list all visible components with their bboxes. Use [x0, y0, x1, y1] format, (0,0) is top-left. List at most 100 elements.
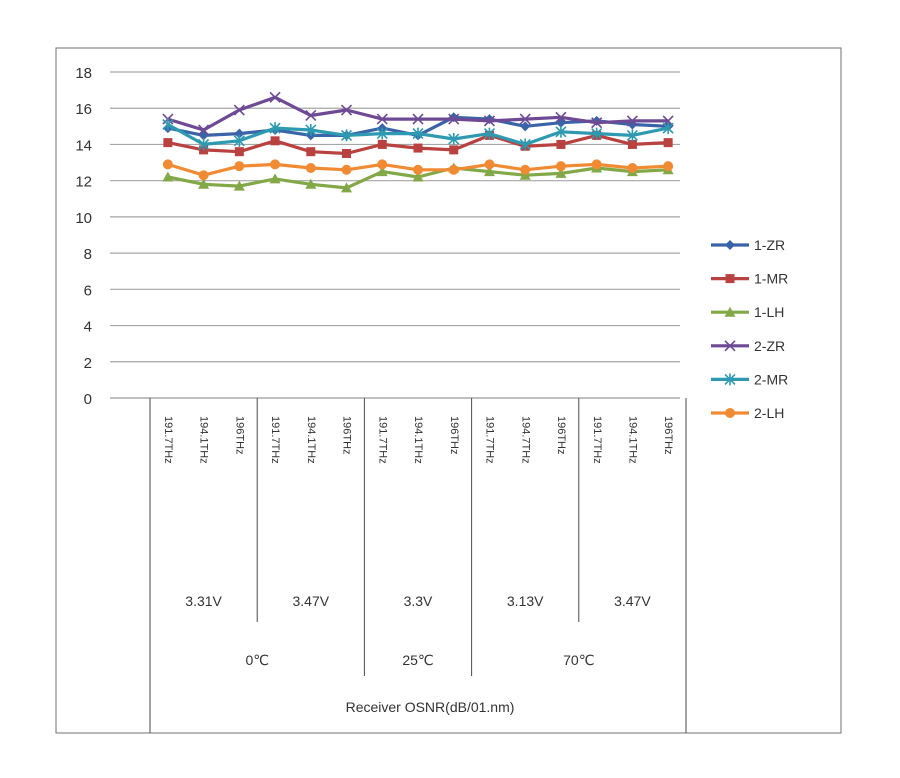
x-tick-label-frequency: 191.7THz [269, 416, 281, 464]
x-tick-label-frequency: 194.1THz [305, 416, 317, 464]
x-tick-label-frequency: 191.7THz [591, 416, 603, 464]
data-point-1-zr [520, 121, 531, 132]
data-point-2-lh [341, 164, 352, 175]
y-axis: 0 2 4 6 8 10 12 14 16 18 [75, 65, 92, 408]
x-tick-label-frequency: 194.1THz [198, 416, 210, 464]
data-point-2-zr [448, 113, 460, 125]
data-point-2-lh [591, 159, 602, 170]
data-point-2-mr [269, 122, 281, 135]
data-point-2-mr [591, 127, 603, 140]
y-tick-label: 8 [84, 246, 92, 263]
data-point-1-mr [234, 147, 244, 157]
x-axis-title: Receiver OSNR(dB/01.nm) [346, 699, 515, 715]
data-point-2-lh [270, 159, 281, 170]
data-point-2-mr [519, 138, 531, 151]
data-point-2-zr [591, 117, 603, 129]
data-point-1-mr [627, 139, 637, 149]
legend-marker [724, 340, 736, 352]
data-point-1-mr [663, 138, 673, 148]
x-tick-label-frequency: 194.1THz [412, 416, 424, 464]
data-point-1-lh [483, 166, 495, 177]
data-point-2-lh [413, 164, 423, 175]
data-point-1-mr [449, 145, 459, 155]
legend-marker [725, 408, 735, 418]
data-point-2-lh [663, 161, 674, 172]
data-point-1-mr [377, 139, 387, 149]
data-point-2-zr [519, 113, 531, 125]
data-point-1-lh [412, 171, 424, 182]
data-point-1-mr [270, 136, 280, 146]
x-tick-label-frequency: 194.1THz [626, 416, 638, 464]
data-point-2-mr [376, 127, 388, 140]
legend-marker [725, 240, 735, 250]
legend-marker [725, 274, 735, 284]
data-point-2-zr [483, 115, 496, 127]
legend-label: 1-MR [754, 271, 788, 287]
legend-label: 1-ZR [754, 237, 785, 253]
x-tick-label-temperature: 70℃ [563, 652, 594, 668]
legend-marker [724, 306, 736, 317]
y-tick-label: 2 [84, 355, 92, 372]
data-point-2-lh [448, 164, 459, 175]
data-point-2-lh [555, 161, 566, 172]
x-tick-label-frequency: 196THz [662, 416, 674, 455]
data-point-1-lh [341, 182, 353, 193]
data-point-2-mr [340, 129, 353, 142]
data-point-2-mr [662, 122, 674, 135]
data-point-2-zr [233, 104, 245, 116]
data-point-2-zr [376, 113, 388, 125]
data-point-1-mr [342, 149, 352, 158]
data-point-2-lh [234, 161, 245, 172]
y-tick-label: 0 [84, 391, 92, 408]
x-tick-label-voltage: 3.3V [404, 593, 433, 609]
data-point-2-zr [626, 115, 638, 127]
chart-border [55, 47, 842, 734]
x-tick-label-frequency: 196THz [233, 416, 245, 455]
data-point-2-mr [626, 129, 638, 142]
data-point-2-zr [555, 111, 567, 123]
legend-label: 1-LH [754, 304, 784, 320]
data-point-2-lh [305, 162, 316, 173]
data-point-2-lh [484, 159, 495, 170]
data-point-1-lh [162, 171, 174, 182]
x-tick-label-temperature: 25℃ [402, 652, 433, 668]
data-point-2-mr [198, 138, 210, 151]
data-point-1-lh [555, 167, 567, 178]
legend-item-1-mr: 1-MR [711, 271, 788, 287]
y-tick-label: 14 [75, 137, 92, 154]
y-tick-label: 18 [75, 65, 92, 82]
grid-lines [110, 71, 680, 399]
data-point-2-mr [483, 127, 496, 140]
data-point-2-mr [162, 118, 174, 131]
legend: 1-ZR 1-MR 1-LH 2-ZR 2-MR 2-LH [711, 237, 788, 421]
data-point-1-lh [269, 173, 281, 184]
data-point-2-mr [305, 123, 317, 136]
plot-area [162, 91, 674, 193]
y-tick-label: 16 [75, 101, 92, 118]
legend-label: 2-MR [754, 371, 788, 387]
y-tick-label: 6 [84, 282, 92, 299]
data-point-2-zr [305, 109, 317, 122]
data-point-2-lh [520, 164, 531, 175]
data-point-1-lh [305, 178, 317, 189]
data-point-1-lh [233, 180, 245, 191]
data-point-1-lh [198, 178, 210, 189]
data-point-2-lh [198, 170, 209, 181]
legend-item-2-lh: 2-LH [711, 405, 784, 421]
x-tick-label-voltage: 3.47V [293, 593, 330, 609]
data-point-1-lh [376, 166, 388, 177]
x-tick-label-frequency: 196THz [341, 416, 353, 455]
y-tick-label: 10 [75, 210, 92, 227]
data-point-2-zr [340, 104, 353, 116]
data-point-1-zr [234, 128, 245, 139]
x-tick-label-frequency: 196THz [555, 416, 567, 455]
data-point-2-zr [198, 124, 210, 136]
x-tick-label-voltage: 3.13V [507, 593, 544, 609]
data-point-2-zr [412, 113, 424, 125]
data-point-2-zr [269, 91, 281, 103]
data-point-2-mr [555, 125, 567, 138]
series-2-lh [162, 159, 674, 181]
legend-label: 2-LH [754, 405, 784, 421]
y-tick-label: 12 [75, 174, 92, 191]
